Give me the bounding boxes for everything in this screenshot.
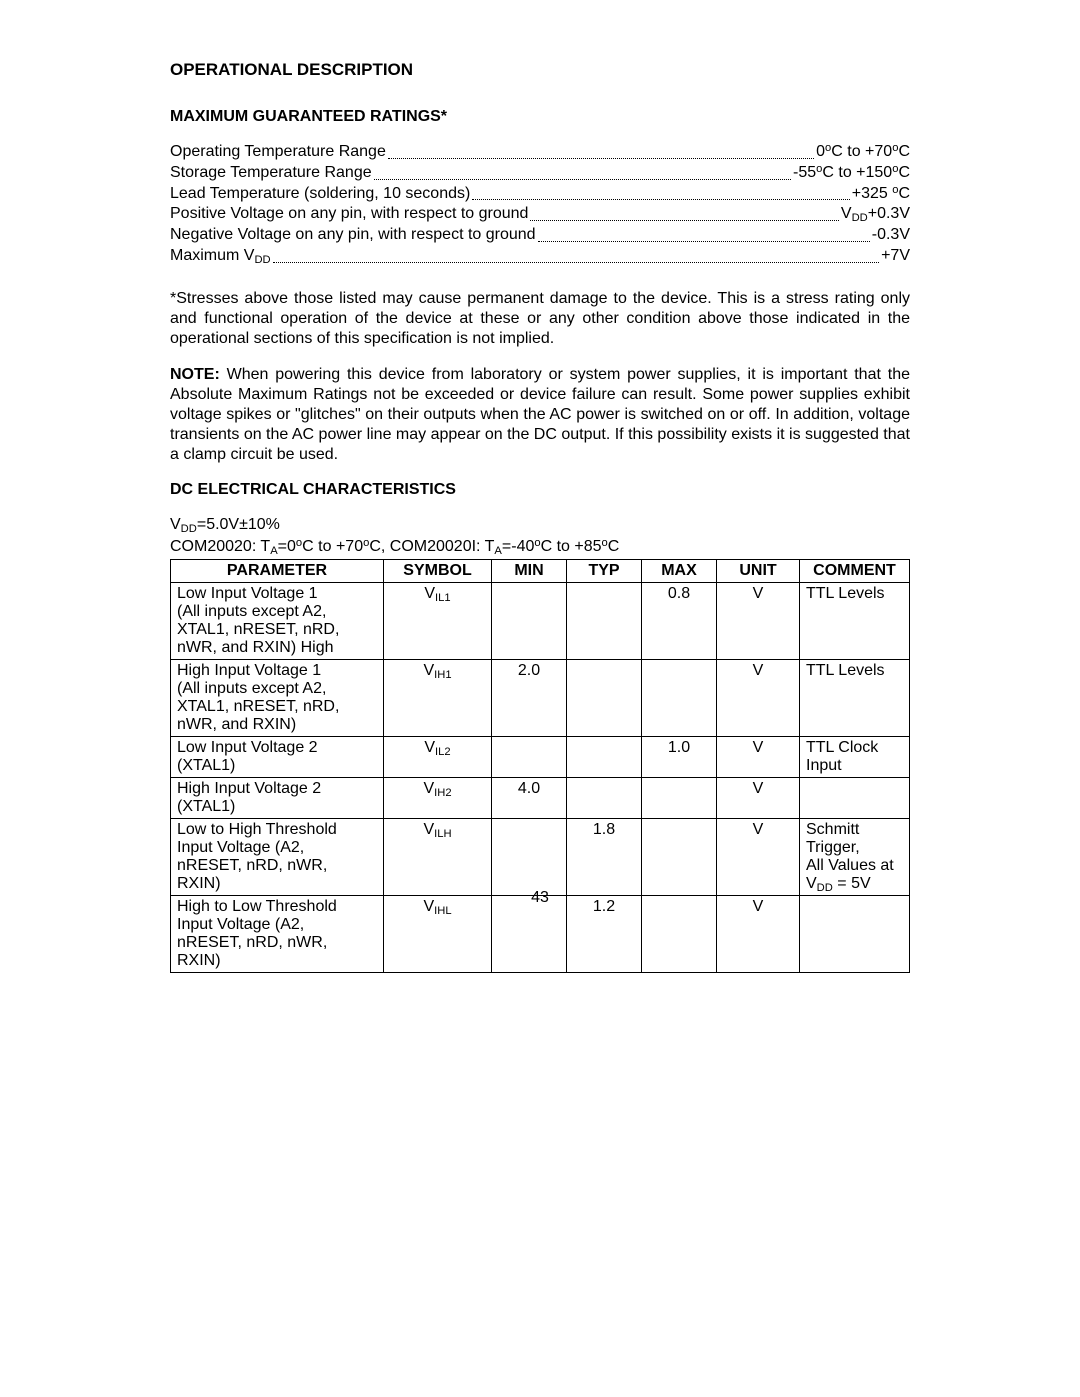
th-unit: UNIT [717, 559, 800, 582]
power-note-text: When powering this device from laborator… [170, 366, 910, 463]
table-cell [800, 777, 910, 818]
th-min: MIN [492, 559, 567, 582]
rating-value: +325 oC [852, 184, 910, 205]
note-label: NOTE: [170, 366, 220, 383]
rating-label: Negative Voltage on any pin, with respec… [170, 225, 536, 246]
rating-label: Storage Temperature Range [170, 163, 372, 184]
rating-value: +7V [881, 246, 910, 267]
table-cell [492, 582, 567, 659]
section-title: OPERATIONAL DESCRIPTION [170, 60, 910, 80]
leader-dots [388, 142, 814, 159]
table-cell: 1.0 [642, 736, 717, 777]
th-symbol: SYMBOL [384, 559, 492, 582]
rating-line: Lead Temperature (soldering, 10 seconds)… [170, 184, 910, 205]
dc-heading: DC ELECTRICAL CHARACTERISTICS [170, 481, 910, 499]
table-cell: Low Input Voltage 2(XTAL1) [171, 736, 384, 777]
table-cell: VIH2 [384, 777, 492, 818]
table-cell: 4.0 [492, 777, 567, 818]
table-cell: Low to High ThresholdInput Voltage (A2,n… [171, 818, 384, 895]
table-cell: TTL Clock Input [800, 736, 910, 777]
power-note: NOTE: When powering this device from lab… [170, 365, 910, 465]
table-cell [642, 818, 717, 895]
rating-line: Storage Temperature Range -55oC to +150o… [170, 163, 910, 184]
table-cell: VILH [384, 818, 492, 895]
leader-dots [273, 246, 879, 263]
table-cell: V [717, 777, 800, 818]
rating-value: -0.3V [872, 225, 910, 246]
page: OPERATIONAL DESCRIPTION MAXIMUM GUARANTE… [0, 0, 1080, 1397]
table-cell: 0.8 [642, 582, 717, 659]
table-row: Low Input Voltage 1(All inputs except A2… [171, 582, 910, 659]
table-row: Low to High ThresholdInput Voltage (A2,n… [171, 818, 910, 895]
table-cell [642, 777, 717, 818]
th-max: MAX [642, 559, 717, 582]
table-cell: 2.0 [492, 659, 567, 736]
table-header-row: PARAMETER SYMBOL MIN TYP MAX UNIT COMMEN… [171, 559, 910, 582]
leader-dots [530, 204, 838, 221]
rating-line: Positive Voltage on any pin, with respec… [170, 204, 910, 225]
table-row: High Input Voltage 1 (All inputs except … [171, 659, 910, 736]
table-cell: TTL Levels [800, 659, 910, 736]
table-cell: V [717, 736, 800, 777]
table-cell [642, 659, 717, 736]
ratings-list: Operating Temperature Range 0oC to +70oC… [170, 142, 910, 267]
table-cell: TTL Levels [800, 582, 910, 659]
table-row: High Input Voltage 2(XTAL1)VIH24.0 V [171, 777, 910, 818]
table-cell [492, 736, 567, 777]
th-parameter: PARAMETER [171, 559, 384, 582]
conditions-line2: COM20020: TA=0oC to +70oC, COM20020I: TA… [170, 537, 910, 557]
table-cell: VIL2 [384, 736, 492, 777]
leader-dots [374, 163, 791, 180]
table-cell: Schmitt Trigger,All Values at VDD = 5V [800, 818, 910, 895]
rating-label: Operating Temperature Range [170, 142, 386, 163]
table-cell [492, 818, 567, 895]
rating-line: Negative Voltage on any pin, with respec… [170, 225, 910, 246]
rating-label: Maximum VDD [170, 246, 271, 267]
table-cell: Low Input Voltage 1(All inputs except A2… [171, 582, 384, 659]
page-number: 43 [0, 889, 1080, 907]
table-cell: V [717, 582, 800, 659]
table-cell [567, 582, 642, 659]
rating-label: Lead Temperature (soldering, 10 seconds) [170, 184, 470, 205]
table-cell: VIH1 [384, 659, 492, 736]
stress-note: *Stresses above those listed may cause p… [170, 289, 910, 349]
th-typ: TYP [567, 559, 642, 582]
rating-value: -55oC to +150oC [793, 163, 910, 184]
rating-line: Operating Temperature Range 0oC to +70oC [170, 142, 910, 163]
table-cell: V [717, 659, 800, 736]
leader-dots [538, 225, 870, 242]
table-cell: High Input Voltage 2(XTAL1) [171, 777, 384, 818]
leader-dots [472, 184, 849, 201]
rating-line: Maximum VDD +7V [170, 246, 910, 267]
ratings-heading: MAXIMUM GUARANTEED RATINGS* [170, 108, 910, 126]
rating-value: VDD+0.3V [841, 204, 910, 225]
table-cell [567, 659, 642, 736]
table-cell: VIL1 [384, 582, 492, 659]
rating-label: Positive Voltage on any pin, with respec… [170, 204, 528, 225]
table-cell: V [717, 818, 800, 895]
rating-value: 0oC to +70oC [816, 142, 910, 163]
table-cell [567, 736, 642, 777]
table-cell: High Input Voltage 1 (All inputs except … [171, 659, 384, 736]
table-cell [567, 777, 642, 818]
table-cell: 1.8 [567, 818, 642, 895]
table-row: Low Input Voltage 2(XTAL1)VIL2 1.0VTTL Cl… [171, 736, 910, 777]
dc-characteristics-table: PARAMETER SYMBOL MIN TYP MAX UNIT COMMEN… [170, 559, 910, 973]
conditions-line1: VDD=5.0V±10% [170, 515, 910, 535]
th-comment: COMMENT [800, 559, 910, 582]
